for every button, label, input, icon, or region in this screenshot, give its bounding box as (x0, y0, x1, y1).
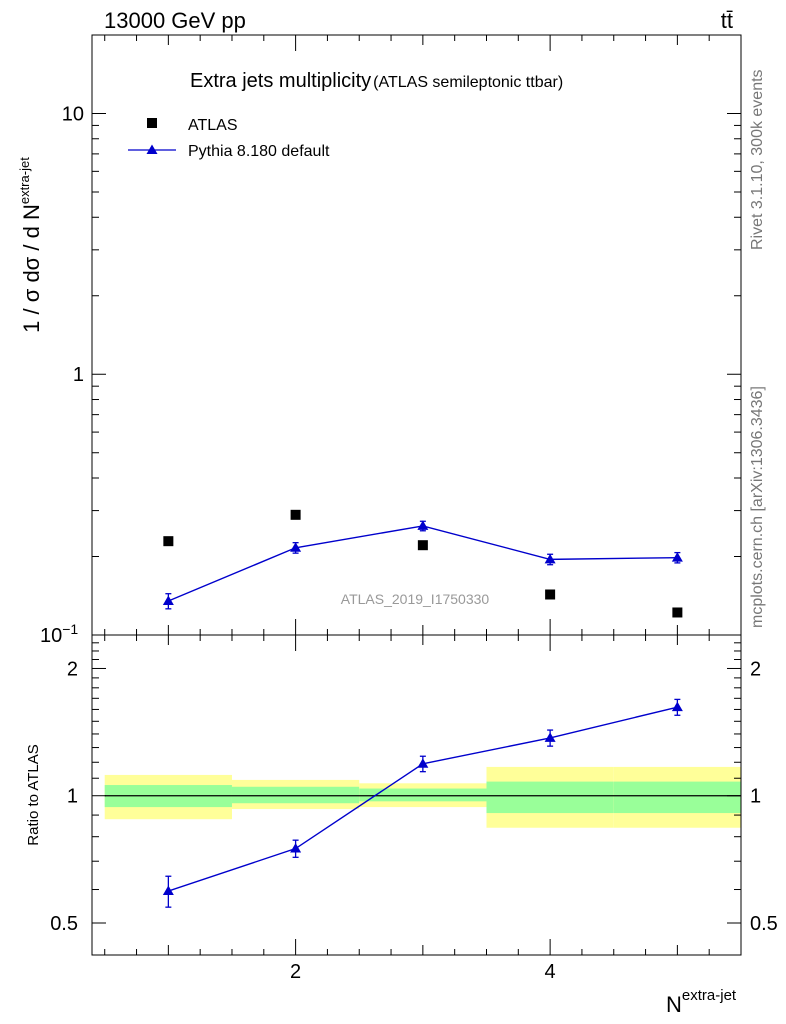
chart-title: Extra jets multiplicity (ATLAS semilepton… (190, 70, 563, 92)
atlas-point (290, 509, 301, 520)
atlas-point (545, 589, 556, 600)
legend-atlas-label: ATLAS (188, 117, 238, 134)
main-y-axis-label: 1 / σ dσ / d Nextra-jet (17, 157, 44, 333)
legend-pythia-marker (146, 144, 158, 154)
ratio-point (417, 758, 429, 768)
atlas-point (417, 540, 428, 551)
ratio-band-inner (486, 781, 614, 814)
pythia-point (671, 552, 683, 562)
main-y-tick-label: 10 (62, 103, 84, 125)
x-tick-label: 4 (545, 961, 556, 983)
ratio-y-tick-label-left: 2 (67, 658, 78, 680)
atlas-point (672, 607, 683, 618)
pythia-point (544, 553, 556, 564)
main-y-tick-label: 10−1 (40, 621, 78, 647)
analysis-watermark: ATLAS_2019_I1750330 (341, 591, 490, 607)
ratio-y-tick-label-right: 1 (750, 786, 761, 808)
ratio-band-inner (613, 781, 741, 814)
pythia-line (168, 525, 678, 602)
atlas-point (163, 536, 174, 547)
main-y-tick-label: 1 (73, 364, 84, 386)
ratio-y-tick-label-right: 2 (750, 658, 761, 680)
pythia-point (417, 520, 429, 530)
pythia-point (290, 542, 302, 552)
ratio-point (544, 732, 556, 742)
pythia-point (162, 595, 174, 606)
ratio-plot-frame (91, 634, 742, 956)
ratio-point (162, 885, 174, 896)
ratio-band-inner (231, 786, 360, 804)
header-right: tt̄ (721, 8, 733, 33)
legend: ATLAS Pythia 8.180 default (128, 117, 330, 160)
ratio-point (671, 701, 683, 712)
ratio-y-tick-label-left: 0.5 (50, 913, 78, 935)
ratio-y-tick-label-right: 0.5 (750, 913, 778, 935)
legend-atlas-marker (147, 118, 157, 128)
ratio-y-tick-label-left: 1 (67, 786, 78, 808)
mcplots-label: mcplots.cern.ch [arXiv:1306.3436] (749, 386, 766, 628)
ratio-y-axis-label: Ratio to ATLAS (25, 744, 42, 845)
rivet-label: Rivet 3.1.10, 300k events (749, 69, 766, 250)
x-tick-label: 2 (290, 961, 301, 983)
legend-pythia-label: Pythia 8.180 default (188, 143, 330, 160)
ratio-band-inner (359, 788, 487, 802)
ratio-point (290, 843, 302, 853)
header-left: 13000 GeV pp (104, 8, 246, 33)
x-axis-label: Nextra-jet (666, 987, 737, 1017)
